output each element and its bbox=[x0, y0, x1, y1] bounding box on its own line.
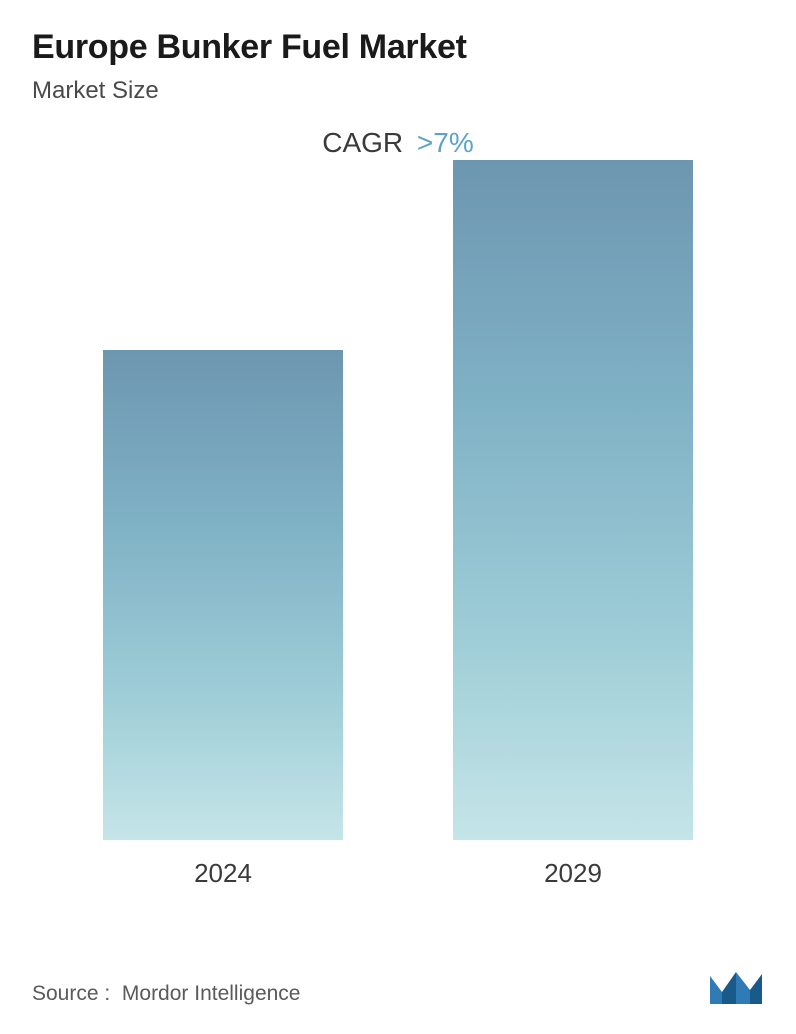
chart-subtitle: Market Size bbox=[32, 77, 764, 105]
cagr-label: CAGR bbox=[322, 127, 403, 158]
source-text: Source : Mordor Intelligence bbox=[32, 982, 300, 1006]
bar-label: 2029 bbox=[544, 858, 602, 889]
mordor-logo-icon bbox=[708, 964, 764, 1006]
source-label: Source : bbox=[32, 982, 110, 1005]
bar-group: 2029 bbox=[453, 160, 693, 889]
bar-label: 2024 bbox=[194, 858, 252, 889]
bar-2024 bbox=[103, 350, 343, 840]
cagr-value: >7% bbox=[417, 127, 474, 158]
source-name: Mordor Intelligence bbox=[122, 982, 301, 1005]
bar-2029 bbox=[453, 160, 693, 840]
bar-group: 2024 bbox=[103, 350, 343, 889]
chart-title: Europe Bunker Fuel Market bbox=[32, 28, 764, 67]
footer: Source : Mordor Intelligence bbox=[32, 964, 764, 1006]
cagr-row: CAGR >7% bbox=[32, 127, 764, 159]
bar-chart: 2024 2029 bbox=[32, 209, 764, 889]
